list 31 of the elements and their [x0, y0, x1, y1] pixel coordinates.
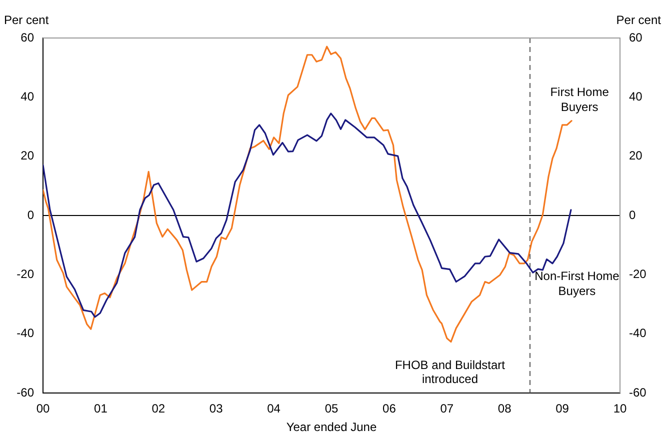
- y2-tick-label: 60: [629, 30, 643, 44]
- x-tick-label: 08: [498, 402, 512, 416]
- x-tick-label: 06: [382, 402, 396, 416]
- y-tick-label: 20: [20, 148, 34, 163]
- x-axis-title: Year ended June: [286, 420, 377, 434]
- x-tick-label: 09: [556, 402, 570, 416]
- x-tick-label: 03: [209, 402, 224, 416]
- series-label: First Home Buyers: [550, 84, 610, 114]
- y-tick-label: -40: [16, 326, 34, 340]
- series-label: Non-First Home Buyers: [534, 268, 620, 298]
- y2-axis-title: Per cent: [616, 13, 662, 27]
- y2-tick-label: 0: [629, 208, 636, 222]
- x-tick-label: 01: [94, 402, 108, 416]
- y-tick-label: -60: [16, 385, 34, 400]
- y2-tick-label: 40: [629, 89, 643, 104]
- ref-line-label: FHOB and Buildstart introduced: [394, 358, 506, 386]
- x-tick-label: 10: [613, 402, 627, 416]
- y2-tick-label: -60: [629, 385, 647, 400]
- y-tick-label: 40: [20, 89, 34, 104]
- y2-tick-label: -40: [629, 326, 647, 340]
- x-tick-label: 00: [36, 402, 50, 416]
- x-tick-label: 05: [324, 402, 338, 416]
- x-tick-label: 02: [152, 402, 166, 416]
- y-axis-title: Per cent: [4, 13, 50, 27]
- x-tick-label: 07: [440, 402, 454, 416]
- y-tick-label: 0: [27, 208, 34, 222]
- y-tick-label: -20: [16, 266, 34, 281]
- y-tick-label: 60: [20, 30, 34, 44]
- y2-tick-label: -20: [629, 266, 647, 281]
- y2-tick-label: 20: [629, 148, 643, 163]
- x-tick-label: 04: [267, 402, 281, 416]
